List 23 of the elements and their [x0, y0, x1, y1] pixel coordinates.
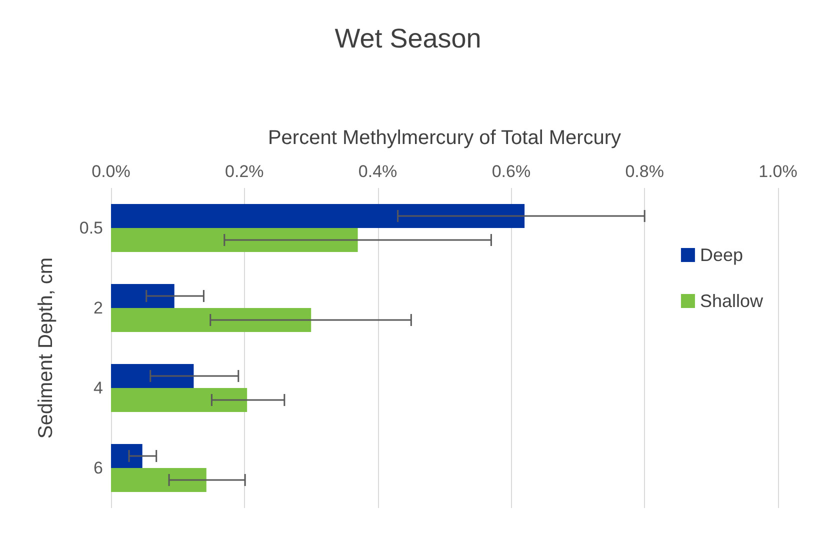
bar — [111, 468, 206, 492]
legend-label: Deep — [700, 245, 743, 265]
bar — [111, 204, 525, 228]
bar — [111, 364, 194, 388]
x-tick-label: 0.6% — [492, 162, 531, 181]
chart-title: Wet Season — [334, 24, 482, 54]
y-tick-label: 4 — [94, 378, 103, 398]
x-tick-label: 1.0% — [758, 162, 798, 181]
y-tick-label: 2 — [94, 298, 103, 318]
legend-label: Shallow — [700, 291, 764, 311]
x-tick-label: 0.4% — [358, 162, 398, 181]
y-axis-title: Sediment Depth, cm — [35, 257, 57, 439]
y-tick-label: 0.5 — [79, 218, 103, 238]
bar — [111, 444, 142, 468]
x-tick-label: 0.0% — [92, 162, 130, 181]
bar — [111, 284, 174, 308]
bar — [111, 388, 248, 412]
y-tick-label: 6 — [94, 458, 103, 478]
x-tick-label: 0.2% — [225, 162, 264, 181]
bar — [111, 308, 312, 332]
bar — [111, 228, 358, 252]
x-axis-title: Percent Methylmercury of Total Mercury — [268, 127, 622, 149]
x-tick-label: 0.8% — [625, 162, 664, 181]
